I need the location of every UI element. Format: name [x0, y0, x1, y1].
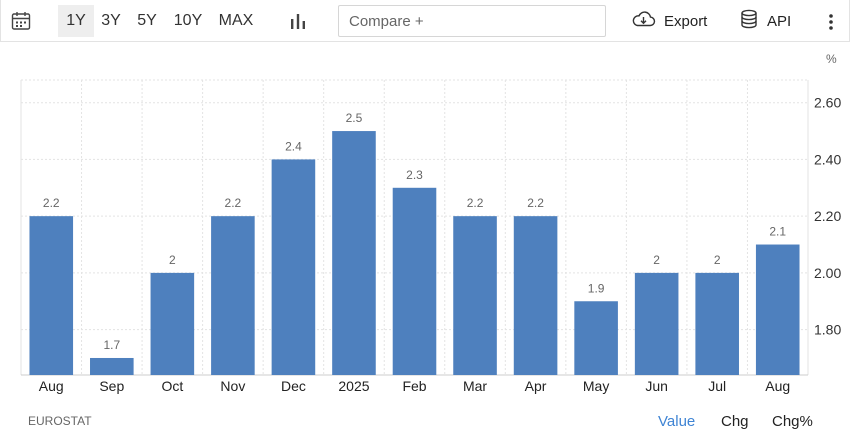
bar[interactable]	[332, 131, 376, 375]
x-tick-label: Jun	[645, 378, 668, 394]
bar-value-label: 1.7	[103, 338, 120, 352]
chart-toolbar: 1Y 3Y 5Y 10Y MAX Export	[0, 0, 850, 42]
y-tick-label: 2.60	[814, 95, 841, 111]
export-button[interactable]: Export	[631, 9, 707, 33]
range-10y-button[interactable]: 10Y	[173, 12, 203, 29]
bar-value-label: 2.2	[43, 196, 60, 210]
bar-value-label: 2	[169, 253, 176, 267]
api-label: API	[767, 12, 792, 30]
y-tick-label: 2.00	[814, 265, 841, 281]
bar[interactable]	[29, 216, 74, 375]
bar-value-label: 2.5	[346, 111, 363, 125]
x-tick-label: May	[583, 378, 609, 394]
export-label: Export	[664, 12, 708, 30]
more-vertical-icon[interactable]	[825, 12, 837, 32]
y-tick-label: 2.20	[814, 208, 841, 224]
y-tick-label: 1.80	[814, 322, 841, 338]
x-tick-label: Mar	[463, 378, 487, 394]
range-3y-button[interactable]: 3Y	[101, 12, 121, 29]
bar[interactable]	[150, 272, 195, 375]
y-tick-label: 2.40	[814, 151, 841, 167]
bar[interactable]	[513, 216, 558, 375]
x-tick-label: Jul	[708, 378, 726, 394]
bar[interactable]	[634, 272, 679, 375]
range-5y-button[interactable]: 5Y	[137, 12, 157, 29]
bar[interactable]	[695, 272, 739, 375]
calendar-icon[interactable]	[11, 11, 31, 31]
x-tick-label: Dec	[281, 378, 306, 394]
x-tick-label: Feb	[402, 378, 426, 394]
x-tick-label: Aug	[765, 378, 790, 394]
x-tick-label: 2025	[338, 378, 369, 394]
compare-input[interactable]	[338, 5, 606, 37]
bar-value-label: 2.2	[527, 196, 544, 210]
x-tick-label: Nov	[220, 378, 245, 394]
x-tick-label: Apr	[525, 378, 547, 394]
view-chg-button[interactable]: Chg	[721, 413, 749, 430]
bar[interactable]	[271, 159, 316, 375]
source-label: EUROSTAT	[28, 414, 92, 428]
bar[interactable]	[211, 216, 255, 375]
bar-chart-icon[interactable]	[289, 12, 307, 30]
bar[interactable]	[453, 216, 497, 375]
bar-value-label: 1.9	[588, 281, 605, 295]
x-tick-label: Sep	[99, 378, 124, 394]
view-chg-pct-button[interactable]: Chg%	[772, 413, 813, 430]
api-button[interactable]: API	[740, 9, 791, 33]
bar[interactable]	[755, 244, 800, 375]
bar-value-label: 2.2	[467, 196, 484, 210]
unit-label: %	[826, 52, 837, 66]
x-tick-label: Oct	[161, 378, 183, 394]
bar-value-label: 2.3	[406, 168, 423, 182]
bar[interactable]	[90, 357, 134, 375]
database-icon	[740, 9, 758, 34]
range-1y-button[interactable]: 1Y	[58, 5, 94, 37]
range-max-button[interactable]: MAX	[218, 12, 254, 29]
cloud-download-icon	[631, 10, 656, 33]
bar[interactable]	[574, 301, 618, 375]
x-tick-label: Aug	[39, 378, 64, 394]
bar-value-label: 2	[714, 253, 721, 267]
view-value-button[interactable]: Value	[658, 413, 696, 430]
bar-value-label: 2.2	[225, 196, 242, 210]
bar-value-label: 2.1	[769, 225, 786, 239]
bar-value-label: 2.4	[285, 139, 302, 153]
bar[interactable]	[392, 187, 437, 375]
bar-value-label: 2	[653, 253, 660, 267]
